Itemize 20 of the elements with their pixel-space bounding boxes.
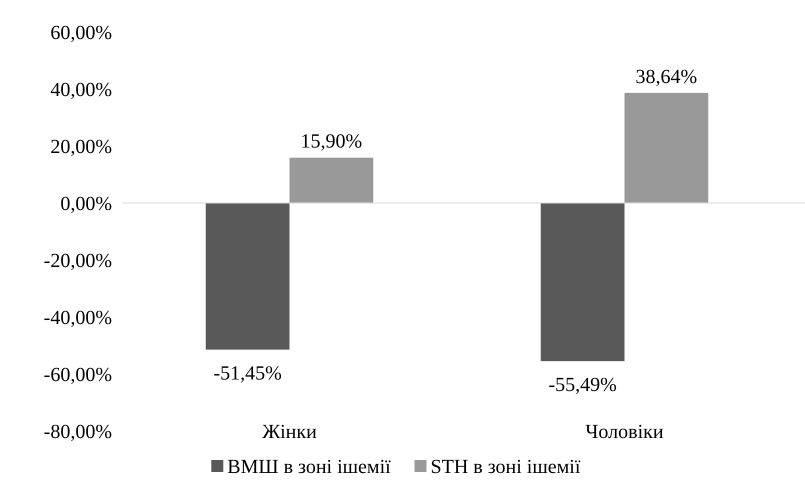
bar <box>540 203 624 362</box>
legend-label: ВМШ в зоні ішемії <box>227 456 392 478</box>
legend-label: STH в зоні ішемії <box>430 456 581 478</box>
bar <box>290 158 374 203</box>
y-tick-label: -20,00% <box>44 250 112 272</box>
y-tick-label: -60,00% <box>44 364 112 386</box>
y-tick-label: -80,00% <box>44 421 112 443</box>
y-tick-label: 40,00% <box>50 79 112 101</box>
data-label: -55,49% <box>548 374 617 396</box>
bar <box>624 92 708 203</box>
data-label: 15,90% <box>300 130 362 153</box>
y-tick-label: -40,00% <box>44 307 112 329</box>
bar <box>206 203 290 350</box>
x-tick-label: Жінки <box>262 421 318 443</box>
y-tick-label: 0,00% <box>60 193 112 215</box>
y-tick-label: 60,00% <box>50 22 112 44</box>
data-label: -51,45% <box>213 362 282 385</box>
y-tick-label: 20,00% <box>50 136 112 158</box>
x-tick-label: Чоловіки <box>585 421 664 443</box>
data-label: 38,64% <box>636 66 698 88</box>
